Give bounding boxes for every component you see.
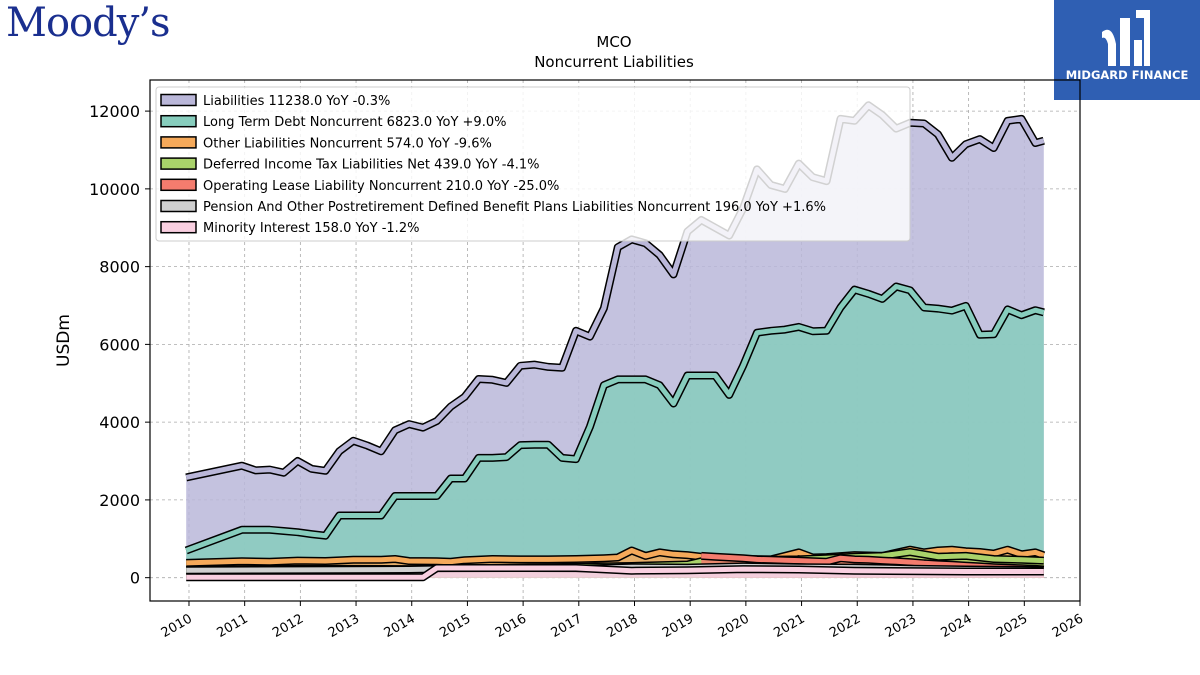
legend-swatch (160, 199, 197, 213)
x-tick-label: 2024 (938, 611, 974, 641)
legend-swatch (160, 93, 197, 107)
x-tick-label: 2017 (549, 611, 585, 641)
y-tick-label: 8000 (99, 258, 140, 277)
y-tick-label: 12000 (89, 102, 140, 121)
legend-swatch (160, 114, 197, 128)
x-tick-label: 2023 (883, 611, 919, 641)
y-tick-label: 10000 (89, 180, 140, 199)
x-tick-label: 2010 (159, 611, 195, 641)
legend-label: Deferred Income Tax Liabilities Net 439.… (203, 158, 539, 173)
x-tick-label: 2013 (326, 611, 362, 641)
series-line-minority-interest (186, 565, 1044, 580)
midgard-finance-badge: MIDGARD FINANCE (1054, 0, 1200, 100)
y-tick-label: 2000 (99, 491, 140, 510)
x-tick-label: 2022 (827, 611, 863, 641)
area-long-term-debt-noncurrent (186, 286, 1044, 578)
x-tick-label: 2020 (716, 611, 752, 641)
legend-swatch (160, 220, 197, 234)
series-line-long-term-debt-noncurrent (185, 284, 1045, 553)
legend-label: Minority Interest 158.0 YoY -1.2% (203, 221, 419, 236)
x-tick-label: 2011 (215, 611, 251, 641)
chart-title: MCO (596, 33, 631, 51)
legend-label: Long Term Debt Noncurrent 6823.0 YoY +9.… (203, 115, 506, 130)
plot-frame (149, 79, 1081, 602)
legend-box (155, 86, 911, 242)
legend-swatch (160, 136, 197, 149)
x-tick-label: 2018 (604, 611, 640, 641)
x-tick-label: 2021 (771, 611, 807, 641)
midgard-emblem-icon (1102, 10, 1150, 66)
legend-label: Operating Lease Liability Noncurrent 210… (203, 179, 559, 194)
legend-label: Liabilities 11238.0 YoY -0.3% (203, 94, 390, 109)
legend-label: Other Liabilities Noncurrent 574.0 YoY -… (203, 136, 492, 151)
x-tick-label: 2014 (382, 611, 418, 641)
x-tick-label: 2012 (270, 611, 306, 641)
y-axis-label: USDm (54, 314, 74, 367)
legend-swatch (160, 157, 197, 170)
moodys-logo: Moody’s (6, 0, 171, 46)
x-tick-label: 2015 (437, 611, 473, 641)
x-tick-label: 2026 (1050, 611, 1086, 641)
legend-label: Pension And Other Postretirement Defined… (203, 200, 826, 215)
midgard-finance-label: MIDGARD FINANCE (1065, 68, 1189, 82)
legend: Liabilities 11238.0 YoY -0.3% Long Term D… (155, 86, 911, 242)
y-tick-label: 6000 (99, 335, 140, 354)
chart-subtitle: Noncurrent Liabilities (534, 53, 694, 71)
series-line-other-liabilities-noncurrent (186, 547, 1045, 566)
x-tick-label: 2019 (660, 611, 696, 641)
y-tick-label: 0 (130, 569, 140, 588)
x-tick-label: 2016 (493, 611, 529, 641)
y-tick-label: 4000 (99, 413, 140, 432)
x-tick-label: 2025 (994, 611, 1030, 641)
legend-swatch (160, 178, 197, 192)
